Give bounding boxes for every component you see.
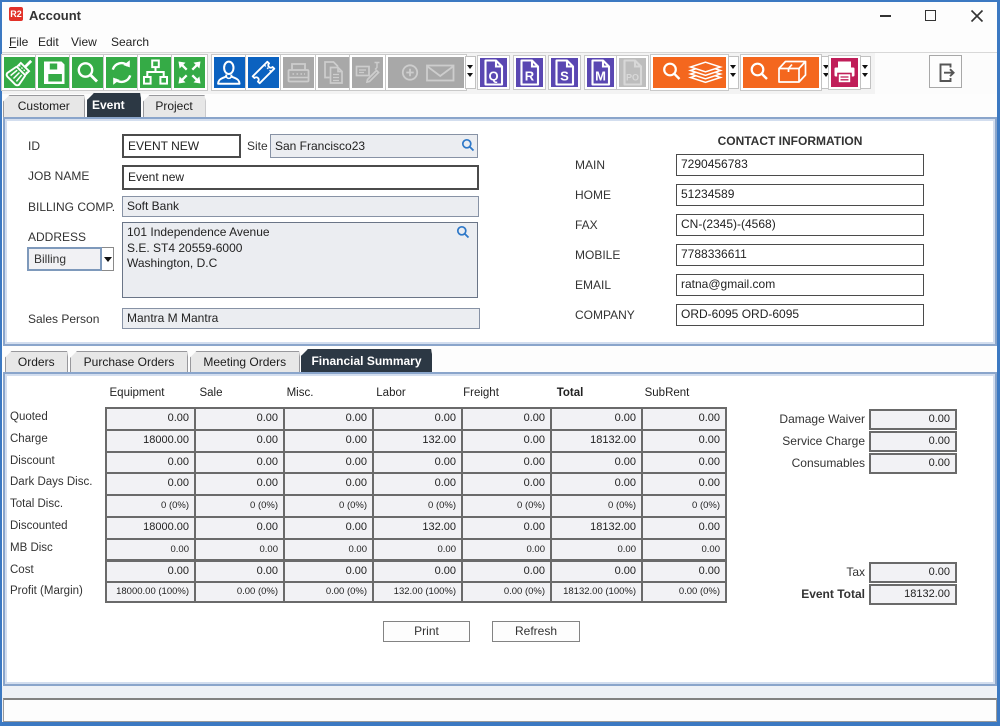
- svg-text:R: R: [524, 69, 534, 84]
- svg-text:PO: PO: [626, 73, 639, 83]
- svg-text:Q: Q: [488, 69, 498, 84]
- svg-text:M: M: [595, 69, 606, 84]
- svg-text:S: S: [560, 69, 569, 84]
